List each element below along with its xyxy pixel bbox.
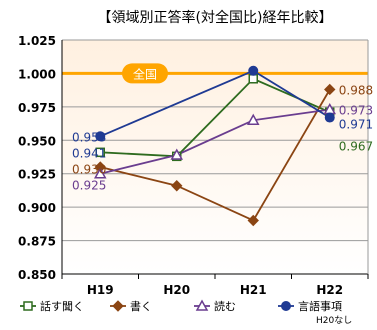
data-point	[171, 180, 183, 192]
series-line	[100, 77, 331, 158]
series-line	[100, 89, 331, 222]
reference-badge	[122, 63, 168, 84]
data-point	[324, 83, 336, 96]
data-label: 0.973	[339, 104, 373, 118]
y-tick-label: 0.900	[18, 201, 56, 215]
y-tick-label: 0.850	[18, 268, 56, 282]
legend-note: H20なし	[316, 315, 352, 326]
y-tick-label: 0.975	[18, 101, 56, 115]
y-tick-label: 0.925	[18, 168, 56, 182]
data-label: 0.971	[339, 118, 373, 132]
y-tick-label: 0.875	[18, 235, 56, 249]
legend-label: 話す聞く	[40, 299, 84, 313]
data-point	[93, 167, 107, 179]
data-label: 0.967	[339, 140, 373, 154]
legend-marker	[112, 300, 124, 312]
legend-marker	[195, 299, 209, 311]
y-tick-label: 1.025	[18, 34, 56, 48]
data-point	[324, 112, 335, 123]
data-label: 0.988	[339, 83, 373, 97]
legend-label: 読む	[214, 299, 236, 313]
x-tick-label: H21	[240, 283, 267, 297]
data-point	[246, 113, 260, 125]
legend-marker	[23, 301, 33, 311]
x-tick-label: H20	[163, 283, 190, 297]
plot-background	[62, 40, 368, 274]
data-point	[95, 131, 106, 142]
x-tick-label: H19	[87, 283, 114, 297]
legend-label: 言語事項	[298, 299, 342, 313]
data-point	[248, 74, 258, 84]
chart-title: 【領域別正答率(対全国比)経年比較】	[98, 9, 333, 26]
data-label: 0.953	[72, 130, 106, 144]
series-line	[100, 108, 330, 175]
x-tick-label: H22	[316, 283, 343, 297]
y-tick-label: 1.000	[18, 67, 56, 81]
reference-label: 全国	[133, 66, 157, 81]
data-point	[95, 147, 105, 158]
data-label: 0.930	[72, 162, 106, 176]
data-point	[247, 214, 259, 227]
data-point	[170, 148, 184, 160]
data-label: 0.925	[72, 178, 106, 192]
y-tick-label: 0.950	[18, 134, 56, 148]
legend-marker	[281, 301, 291, 311]
legend-label: 書く	[130, 299, 152, 313]
data-label: 0.941	[72, 146, 106, 160]
data-point	[248, 65, 259, 76]
